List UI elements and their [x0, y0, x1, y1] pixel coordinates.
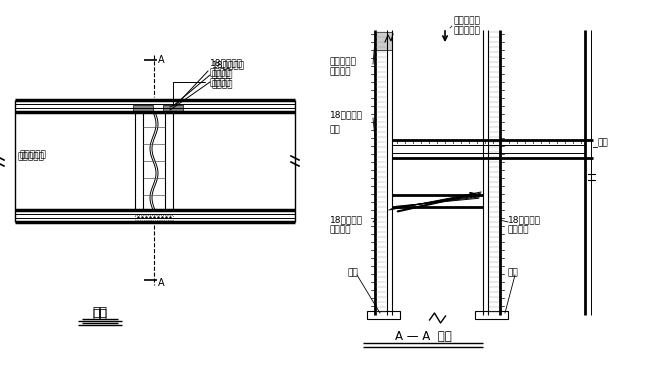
Bar: [475, 311, 508, 319]
Text: 18厚多层板: 18厚多层板: [508, 215, 541, 224]
Text: 18厚多层板: 18厚多层板: [330, 110, 363, 119]
Text: 楼板: 楼板: [597, 139, 608, 147]
Bar: [163, 104, 183, 111]
Text: 木方: 木方: [508, 268, 519, 277]
Text: 物掉落方向: 物掉落方向: [453, 26, 480, 35]
Text: A — A  剖面: A — A 剖面: [395, 330, 452, 343]
Text: 外封油毡: 外封油毡: [210, 68, 232, 77]
Text: 18厚多层板: 18厚多层板: [330, 215, 363, 224]
Text: 木方垫块: 木方垫块: [210, 78, 232, 87]
Text: 18厚多层板: 18厚多层板: [212, 60, 245, 69]
Text: 木方: 木方: [347, 268, 358, 277]
Text: 平面: 平面: [92, 306, 108, 319]
Bar: [135, 215, 173, 220]
Text: 施工水、杂: 施工水、杂: [453, 16, 480, 25]
Text: 木方: 木方: [330, 125, 341, 134]
Text: A: A: [158, 55, 164, 65]
Bar: [133, 104, 153, 111]
Text: A: A: [158, 278, 164, 288]
Text: 防水砂浆: 防水砂浆: [330, 67, 352, 76]
Text: 18厚多层板: 18厚多层板: [210, 58, 243, 67]
Text: 外封油毡: 外封油毡: [212, 70, 233, 79]
Bar: [375, 32, 392, 50]
Text: 外墙后浇带: 外墙后浇带: [18, 152, 45, 162]
Bar: [367, 311, 400, 319]
Text: 平面: 平面: [92, 308, 108, 321]
Text: 外墙后浇带: 外墙后浇带: [20, 151, 47, 159]
Text: 外封油毡: 外封油毡: [330, 225, 352, 234]
Text: 封塑料布抹: 封塑料布抹: [330, 57, 357, 66]
Text: 外封油毡: 外封油毡: [508, 225, 530, 234]
Text: 木方垫块: 木方垫块: [212, 80, 233, 89]
